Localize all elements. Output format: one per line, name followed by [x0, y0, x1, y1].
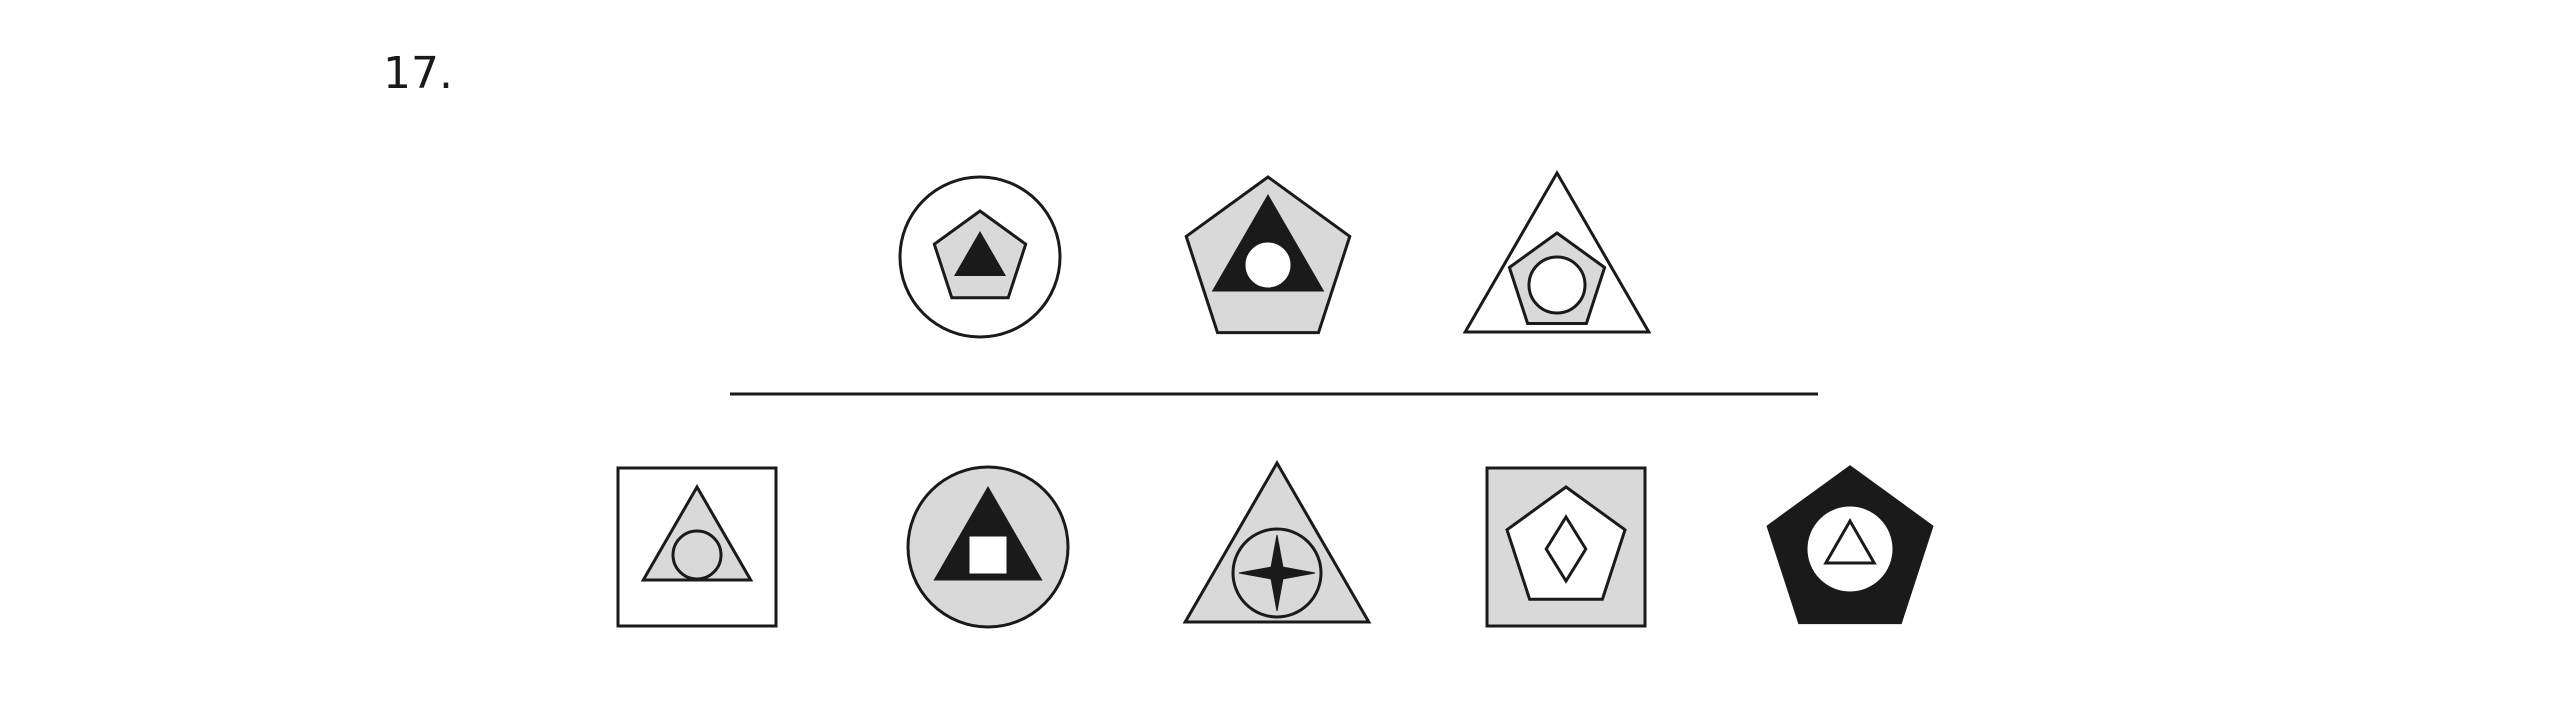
diamond-shape — [1544, 514, 1588, 584]
sequence-figure-1 — [898, 175, 1062, 339]
circle-shape — [1527, 255, 1587, 315]
answer-option-1 — [616, 466, 778, 628]
problem-number: 17. — [383, 48, 453, 99]
sequence-figure-2 — [1184, 175, 1352, 335]
answer-option-3 — [1182, 460, 1372, 624]
circle-shape — [671, 529, 723, 581]
answer-option-4 — [1485, 466, 1647, 628]
triangle-shape — [1823, 517, 1877, 565]
sequence-figure-3 — [1462, 170, 1652, 334]
triangle-shape — [954, 231, 1006, 276]
square-shape — [966, 533, 1010, 577]
answer-option-5 — [1766, 465, 1934, 625]
answer-option-2 — [906, 465, 1070, 629]
circle-shape — [1242, 239, 1294, 291]
four-point-star-shape — [1238, 534, 1316, 612]
sequence-row — [898, 170, 1652, 339]
answer-options-row — [616, 460, 1934, 629]
